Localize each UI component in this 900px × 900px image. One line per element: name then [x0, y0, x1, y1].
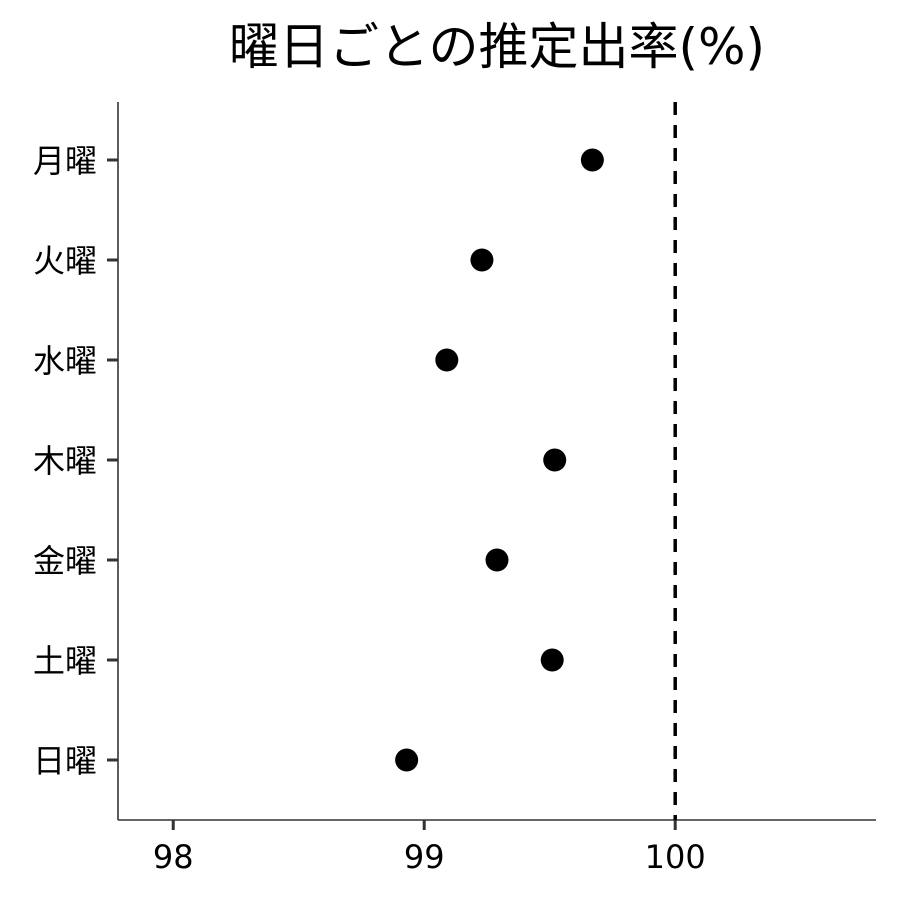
- y-tick-label: 土曜: [33, 642, 97, 680]
- x-tick-label: 98: [153, 838, 194, 876]
- chart-title: 曜日ごとの推定出率(%): [229, 18, 765, 76]
- data-point: [485, 548, 509, 572]
- data-point: [435, 348, 459, 372]
- x-tick-label: 99: [404, 838, 445, 876]
- y-tick-label: 火曜: [33, 242, 97, 280]
- data-point: [580, 148, 604, 172]
- y-tick-label: 金曜: [33, 542, 97, 580]
- y-tick-label: 水曜: [33, 342, 97, 380]
- x-tick-label: 100: [645, 838, 706, 876]
- y-tick-label: 月曜: [33, 142, 97, 180]
- y-tick-label: 日曜: [33, 742, 97, 780]
- data-point: [395, 748, 419, 772]
- data-point: [470, 248, 494, 272]
- data-point: [540, 648, 564, 672]
- data-point: [543, 448, 567, 472]
- y-tick-label: 木曜: [33, 442, 97, 480]
